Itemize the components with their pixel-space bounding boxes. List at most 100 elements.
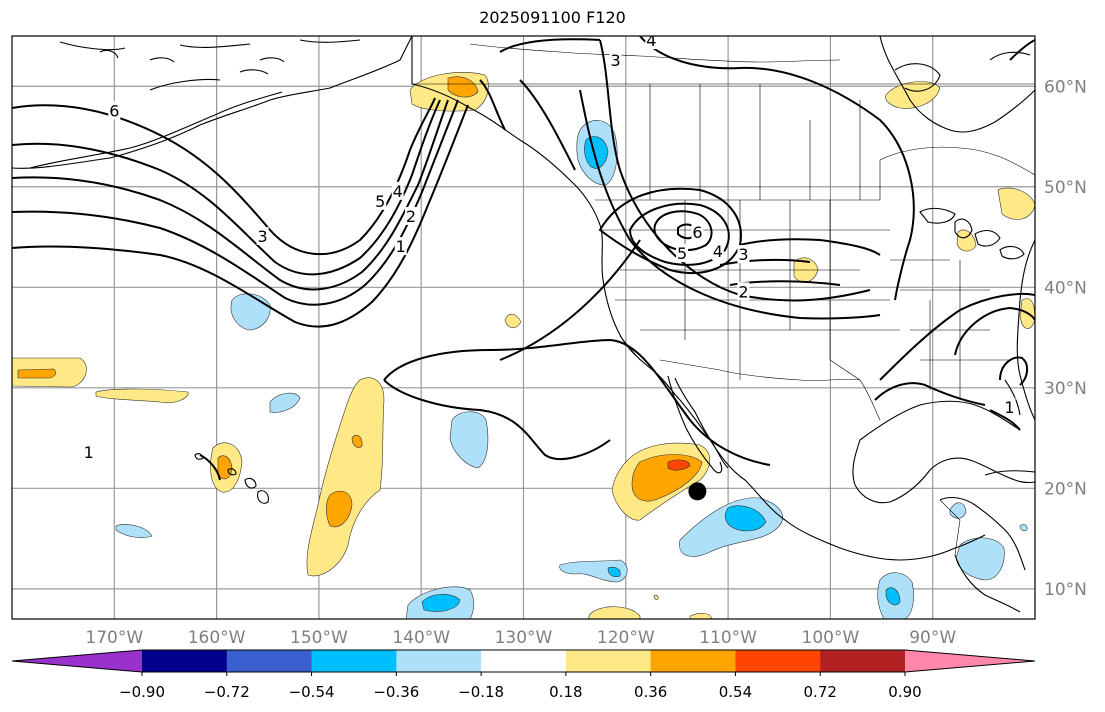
colorbar-tick-label: 0.72 — [804, 683, 837, 701]
contour-label-bg — [691, 223, 704, 242]
shade-negative — [230, 293, 271, 331]
coastlines — [12, 36, 1035, 613]
shade-positive — [956, 229, 977, 252]
contour-label-bg — [256, 227, 269, 246]
contour-label-bg — [391, 181, 404, 200]
contour-label: 5 — [677, 244, 687, 263]
contour-label: 1 — [84, 443, 94, 462]
shade-positive — [447, 76, 479, 98]
shade-negative — [724, 505, 767, 532]
colorbar-segment — [142, 650, 228, 672]
longitude-tick-label: 100°W — [802, 628, 860, 648]
shade-negative — [607, 566, 621, 578]
shade-positive — [885, 81, 941, 109]
contour-label-bg — [737, 245, 750, 264]
contour-label-bg — [711, 242, 724, 261]
shade-negative — [955, 537, 1005, 581]
latitude-tick-label: 30°N — [1044, 379, 1087, 399]
colorbar-segment — [226, 650, 313, 672]
longitude-tick-label: 90°W — [909, 628, 956, 648]
shade-positive — [689, 613, 713, 619]
longitude-labels: 170°W 160°W 150°W 140°W 130°W 120°W 110°W 100°W… — [85, 628, 956, 648]
anomaly-shading — [12, 72, 1035, 619]
longitude-tick-label: 140°W — [392, 628, 450, 648]
shade-positive — [653, 594, 659, 600]
shade-positive — [667, 459, 691, 471]
storm-marker — [688, 482, 707, 501]
contour-label: 6 — [109, 101, 119, 120]
colorbar-tick-label: 0.36 — [634, 683, 667, 701]
shade-negative — [949, 502, 967, 519]
borders — [412, 43, 1035, 556]
colorbar-tick-label: −0.72 — [204, 683, 250, 701]
contour-label: 1 — [396, 237, 406, 256]
colorbar-segment — [311, 650, 397, 672]
latitude-tick-label: 40°N — [1044, 278, 1087, 298]
shade-positive — [325, 490, 353, 528]
shade-positive — [306, 377, 385, 577]
shade-positive — [351, 434, 363, 448]
colorbar-tick-label: −0.36 — [373, 683, 419, 701]
shade-positive — [95, 388, 189, 403]
colorbar-tick-label: −0.18 — [458, 683, 504, 701]
contour-label-bg — [676, 244, 689, 263]
colorbar-segment — [650, 650, 736, 672]
shade-negative — [115, 524, 153, 538]
colorbar-tick-label: 0.90 — [888, 683, 921, 701]
contour-label: 3 — [738, 245, 748, 264]
colorbar-segment — [481, 650, 567, 672]
shade-negative — [1019, 524, 1028, 532]
shade-negative — [885, 587, 901, 606]
contour-label-bg — [645, 36, 658, 50]
colorbar-labels: −0.90 −0.72 −0.54 −0.36 −0.18 0.18 0.36 0.54 0.7… — [119, 672, 922, 701]
contour-label: 2 — [738, 282, 748, 301]
contour-label-bg — [82, 443, 95, 462]
contour-label: 4 — [713, 242, 723, 261]
colorbar-segment — [396, 650, 482, 672]
latitude-tick-label: 50°N — [1044, 178, 1087, 198]
longitude-tick-label: 170°W — [85, 628, 143, 648]
graticule — [12, 36, 1035, 619]
contour-label: 3 — [258, 227, 268, 246]
contour-label: 4 — [393, 182, 403, 201]
contour-label-bg — [404, 206, 417, 225]
longitude-tick-label: 160°W — [188, 628, 246, 648]
contour-label: 5 — [375, 192, 385, 211]
contour-label: 1 — [1004, 398, 1014, 417]
colorbar-tick-label: −0.54 — [289, 683, 335, 701]
contours — [12, 36, 1035, 481]
latitude-tick-label: 10°N — [1044, 580, 1087, 600]
latitude-tick-label: 60°N — [1044, 77, 1087, 97]
map-title: 2025091100 F120 — [479, 8, 626, 27]
contour-label: 6 — [692, 223, 702, 242]
contour-label-bg — [609, 51, 622, 70]
longitude-tick-label: 120°W — [597, 628, 655, 648]
contour-label-bg — [1003, 397, 1016, 416]
contour-label: 4 — [646, 31, 656, 50]
shade-positive — [997, 187, 1035, 220]
shade-positive — [587, 606, 641, 619]
shade-positive — [17, 368, 56, 379]
colorbar-segment — [565, 650, 652, 672]
colorbar-tick-label: 0.18 — [549, 683, 582, 701]
longitude-tick-label: 130°W — [495, 628, 553, 648]
colorbar-extend-low — [12, 650, 142, 672]
colorbar-segment — [820, 650, 906, 672]
shade-negative — [269, 392, 301, 413]
contour-label-bg — [108, 101, 121, 120]
shade-negative — [449, 411, 489, 469]
map-frame — [11, 35, 1036, 620]
contour-label-bg — [737, 282, 750, 301]
contour-label-bg — [394, 237, 407, 256]
colorbar-segment — [735, 650, 821, 672]
latitude-labels: 60°N 50°N 40°N 30°N 20°N 10°N — [1044, 77, 1087, 600]
longitude-tick-label: 150°W — [290, 628, 348, 648]
shade-negative — [421, 593, 461, 612]
shade-negative — [584, 136, 609, 169]
longitude-tick-label: 110°W — [699, 628, 757, 648]
colorbar-extend-high — [905, 650, 1035, 672]
colorbar-tick-label: −0.90 — [119, 683, 165, 701]
contour-label: 3 — [610, 51, 620, 70]
